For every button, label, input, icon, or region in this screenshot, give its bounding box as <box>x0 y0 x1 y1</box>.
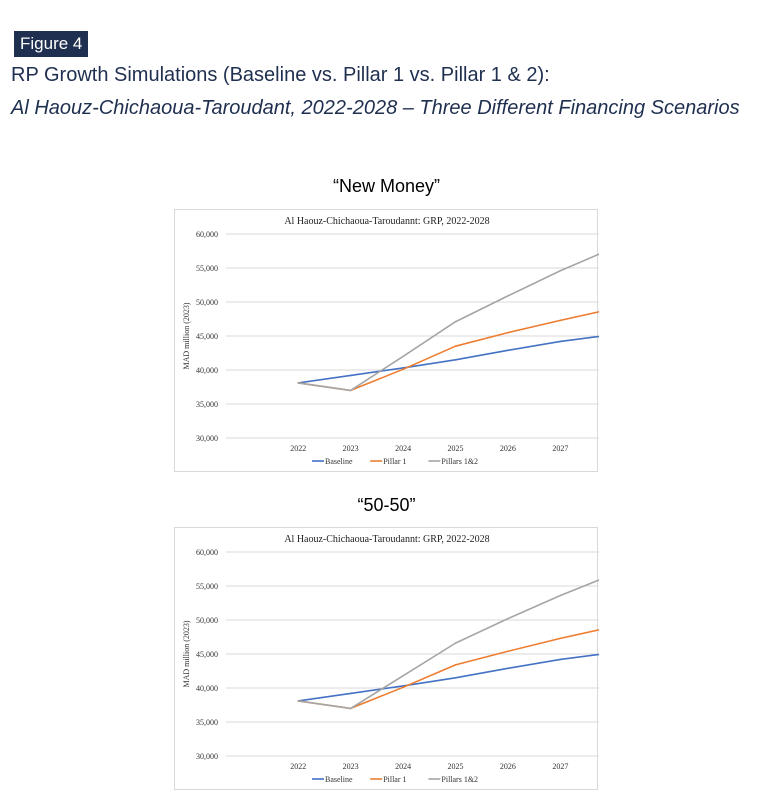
data-point-pillars-1-2 <box>454 320 457 323</box>
series-line-pillars-1-2 <box>298 253 599 392</box>
x-tick-label: 2027 <box>552 444 568 453</box>
x-tick-label: 2025 <box>448 444 464 453</box>
y-tick-label: 45,000 <box>196 332 218 341</box>
series-line-pillar-1 <box>298 629 599 710</box>
data-point-baseline <box>559 658 562 661</box>
data-point-baseline <box>507 349 509 352</box>
legend-label-pillars-1-2: Pillars 1&2 <box>441 457 478 466</box>
legend-label-baseline: Baseline <box>325 457 353 466</box>
y-tick-label: 60,000 <box>196 230 218 239</box>
y-tick-label: 60,000 <box>196 548 218 557</box>
x-tick-label: 2022 <box>290 444 306 453</box>
data-point-pillar-1 <box>454 664 457 666</box>
y-tick-label: 50,000 <box>196 298 218 307</box>
figure-badge: Figure 4 <box>14 31 89 57</box>
figure-title: RP Growth Simulations (Baseline vs. Pill… <box>11 64 550 86</box>
x-tick-label: 2026 <box>500 444 516 453</box>
y-axis-label: MAD million (2023) <box>182 620 191 687</box>
data-point-pillars-1-2 <box>349 389 352 392</box>
chart-title: Al Haouz-Chichaoua-Taroudannt: GRP, 2022… <box>284 534 489 545</box>
x-tick-label: 2022 <box>290 762 306 771</box>
y-tick-label: 35,000 <box>196 400 218 409</box>
data-point-pillars-1-2 <box>507 617 509 620</box>
x-tick-label: 2023 <box>343 762 359 771</box>
y-tick-label: 55,000 <box>196 264 218 273</box>
chart-new-money: Al Haouz-Chichaoua-Taroudannt: GRP, 2022… <box>174 209 599 472</box>
data-point-pillars-1-2 <box>349 707 352 710</box>
figure-subtitle: Al Haouz-Chichaoua-Taroudant, 2022-2028 … <box>11 97 740 119</box>
data-point-pillars-1-2 <box>402 674 404 677</box>
x-tick-label: 2025 <box>448 762 464 771</box>
x-tick-label: 2026 <box>500 762 516 771</box>
chart-new-money-svg: Al Haouz-Chichaoua-Taroudannt: GRP, 2022… <box>182 216 599 466</box>
data-point-baseline <box>454 359 457 361</box>
x-tick-label: 2023 <box>343 444 359 453</box>
chart-50-50-svg: Al Haouz-Chichaoua-Taroudannt: GRP, 2022… <box>182 534 599 784</box>
y-tick-label: 50,000 <box>196 616 218 625</box>
data-point-baseline <box>507 667 509 670</box>
y-tick-label: 40,000 <box>196 684 218 693</box>
y-axis-label: MAD million (2023) <box>182 302 191 369</box>
y-tick-label: 35,000 <box>196 718 218 727</box>
legend-label-pillar-1: Pillar 1 <box>383 775 406 784</box>
data-point-pillar-1 <box>559 637 562 640</box>
y-tick-label: 45,000 <box>196 650 218 659</box>
series-line-pillar-1 <box>298 311 599 392</box>
data-point-pillars-1-2 <box>297 382 300 384</box>
legend-label-pillars-1-2: Pillars 1&2 <box>441 775 478 784</box>
data-point-pillars-1-2 <box>559 269 562 272</box>
x-tick-label: 2024 <box>395 762 411 771</box>
data-point-baseline <box>349 374 352 377</box>
y-tick-label: 55,000 <box>196 582 218 591</box>
y-tick-label: 40,000 <box>196 366 218 375</box>
data-point-baseline <box>559 340 562 343</box>
x-tick-label: 2024 <box>395 444 411 453</box>
data-point-pillar-1 <box>507 650 509 653</box>
x-tick-label: 2027 <box>552 762 568 771</box>
data-point-pillars-1-2 <box>507 295 509 297</box>
legend-label-pillar-1: Pillar 1 <box>383 457 406 466</box>
legend-label-baseline: Baseline <box>325 775 353 784</box>
data-point-pillar-1 <box>402 686 404 689</box>
scenario-title-50-50: “50-50” <box>357 495 416 515</box>
data-point-baseline <box>454 677 457 679</box>
series-line-baseline <box>298 653 599 702</box>
data-point-pillar-1 <box>507 331 509 334</box>
data-point-baseline <box>349 692 352 695</box>
y-tick-label: 30,000 <box>196 434 218 443</box>
data-point-pillar-1 <box>559 319 562 322</box>
data-point-pillars-1-2 <box>402 355 404 358</box>
data-point-pillars-1-2 <box>297 700 300 702</box>
data-point-pillars-1-2 <box>454 642 457 644</box>
data-point-pillars-1-2 <box>559 594 562 597</box>
chart-50-50: Al Haouz-Chichaoua-Taroudannt: GRP, 2022… <box>174 527 599 790</box>
chart-title: Al Haouz-Chichaoua-Taroudannt: GRP, 2022… <box>284 216 489 227</box>
series-line-baseline <box>298 335 599 384</box>
data-point-pillar-1 <box>454 345 457 347</box>
scenario-title-new-money: “New Money” <box>332 176 441 196</box>
y-tick-label: 30,000 <box>196 752 218 761</box>
data-point-pillar-1 <box>402 368 404 371</box>
